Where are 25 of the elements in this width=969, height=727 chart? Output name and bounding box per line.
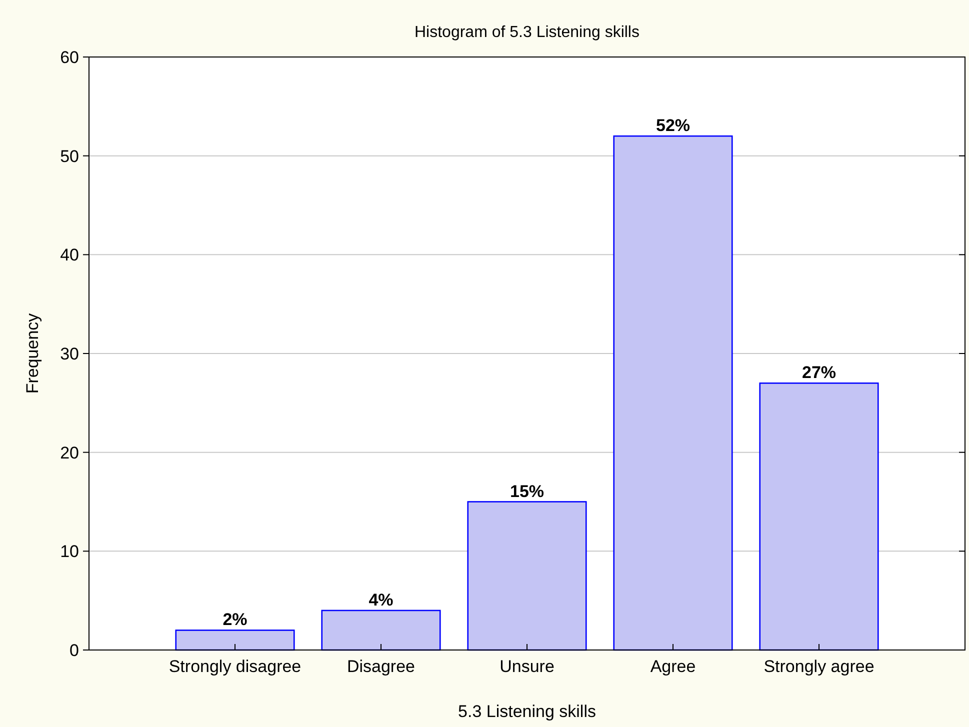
y-axis-title: Frequency — [23, 312, 42, 394]
x-axis-title: 5.3 Listening skills — [458, 702, 596, 721]
x-tick-label: Unsure — [500, 657, 554, 676]
bar — [613, 135, 733, 651]
y-tick-label: 50 — [60, 146, 79, 166]
y-tick-label: 0 — [70, 640, 79, 660]
data-label: 4% — [368, 590, 394, 610]
bar — [175, 630, 295, 651]
bar — [467, 501, 587, 651]
data-label: 15% — [510, 482, 544, 501]
bar — [321, 610, 441, 651]
x-tick-label: Disagree — [346, 657, 416, 676]
y-tick-label: 40 — [60, 246, 79, 265]
x-tick-label: Strongly disagree — [168, 657, 302, 676]
y-tick-label: 60 — [60, 48, 79, 67]
x-tick-label: Strongly agree — [764, 657, 874, 676]
data-label: 52% — [656, 116, 690, 136]
x-tick-label: Agree — [650, 657, 696, 676]
y-tick-label: 30 — [60, 344, 79, 364]
bar — [759, 382, 879, 651]
chart-title: Histogram of 5.3 Listening skills — [414, 24, 640, 41]
y-tick-label: 20 — [60, 443, 79, 462]
data-label: 27% — [802, 363, 836, 382]
y-tick-label: 10 — [60, 542, 79, 562]
data-label: 2% — [222, 610, 248, 630]
